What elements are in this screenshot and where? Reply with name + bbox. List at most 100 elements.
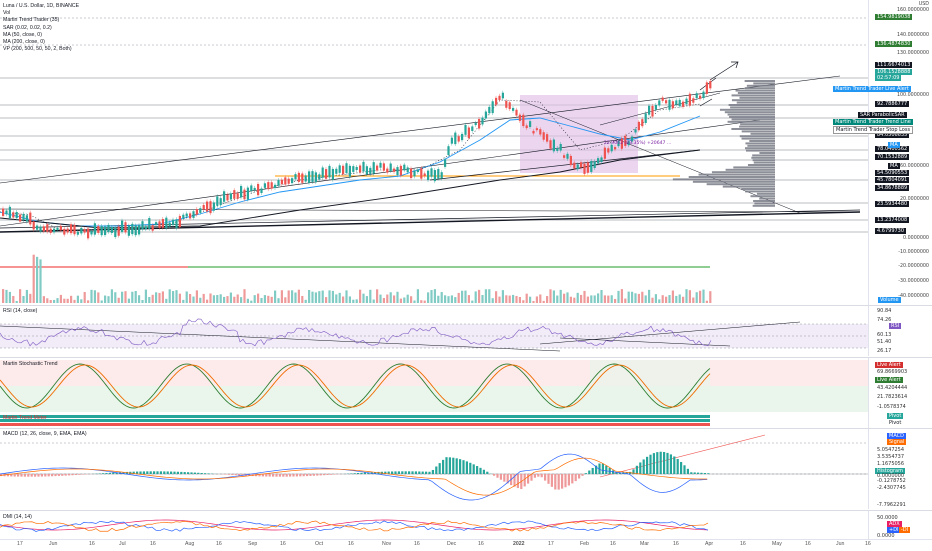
meter-legend[interactable]: Martin Trend Meter [3,415,47,422]
volume-bar [349,296,351,303]
legend-ma200[interactable]: MA (200, close, 0) [3,39,79,46]
histogram-bar [68,474,70,475]
volume-bar [359,290,361,303]
macd-axis[interactable]: MACD Signal 5.0547254 3.5354737 1.167505… [868,429,932,509]
volume-bar [325,297,327,303]
vp-bar [745,142,775,144]
candle-body [308,171,310,183]
legend-martin-trend[interactable]: Martin Trend Trader (35) [3,17,79,24]
rsi-axis[interactable]: 90.84 74.26 RSI 60.13 51.40 26.17 [868,306,932,356]
volume-bar [53,300,55,303]
legend-ma50[interactable]: MA (50, close, 0) [3,32,79,39]
axis-tick: -20.0000000 [898,264,929,269]
volume-bar [220,294,222,303]
histogram-bar [588,471,590,474]
vp-bar [759,198,775,200]
candle-body [342,166,344,175]
symbol-title[interactable]: Luna / U.S. Dollar, 1D, BINANCE [3,3,79,10]
date-label: Sep [248,541,257,547]
histogram-bar [143,471,145,474]
price-label: 23.5934480 [875,201,909,207]
histogram-bar [394,471,396,474]
live-alert-tag[interactable]: Martin Trend Trader Live Alert [833,86,911,92]
dmi-legend[interactable]: DMI (14, 14) [3,514,32,521]
histogram-bar [235,474,237,475]
histogram-bar [61,474,63,476]
volume-bar [396,292,398,303]
histogram-bar [354,473,356,474]
histogram-bar [364,473,366,474]
volume-bar [447,296,449,303]
candle-body [532,131,534,134]
candle-body [26,215,28,221]
candle-body [33,222,35,230]
candle-body [169,223,171,227]
price-label: 154.9819038 [875,14,912,20]
candle-body [339,165,341,172]
volume-tag[interactable]: Volume [878,297,901,303]
candle-body [12,212,14,217]
meter-pane[interactable]: Martin Trend Meter [0,414,868,428]
candle-body [668,100,670,110]
candle-body [189,213,191,218]
candle-body [587,162,589,172]
stoch-axis[interactable]: Live Alert 69.8669903 Live Alert 43.4204… [868,358,932,428]
rsi-legend[interactable]: RSI (14, close) [3,308,37,315]
date-label: 16 [150,541,156,547]
vp-bar [742,130,775,132]
price-axis[interactable]: USD 160.0000000 140.0000000 130.0000000 … [868,0,932,305]
pivot-tag: Pivot [887,420,903,426]
volume-bar [56,298,58,303]
vp-bar [728,114,775,116]
sar-tag[interactable]: SAR ParabolicSAR [858,112,907,118]
volume-bar [26,290,28,303]
histogram-bar [534,474,536,478]
stop-loss-tag[interactable]: Martin Trend Trader Stop Loss [833,126,913,134]
candle-body [665,100,667,103]
price-label: 45.7804091 [875,177,909,183]
volume-bar [641,292,643,303]
price-pane[interactable]: Luna / U.S. Dollar, 1D, BINANCE Vol Mart… [0,0,868,250]
date-label: 16 [865,541,871,547]
mdi-tag: -DI [899,527,910,533]
rsi-pane[interactable]: RSI (14, close) [0,306,868,356]
stoch-pane[interactable]: Martin Stochastic Trend [0,358,868,414]
candle-body [515,110,517,116]
candle-body [675,100,677,104]
candle-body [689,94,691,106]
volume-bar [247,299,249,303]
date-label: 16 [610,541,616,547]
candle-body [420,168,422,178]
candle-body [237,193,239,199]
candle-body [192,211,194,218]
ma-tag[interactable]: MA [888,163,900,169]
legend-sar[interactable]: SAR (0.02, 0.02, 0.2) [3,25,79,32]
histogram-bar [75,474,77,475]
macd-pane[interactable]: MACD (12, 26, close, 9, EMA, EMA) [0,429,868,509]
histogram-bar [503,474,505,482]
legend-vp[interactable]: VP (200, 500, 50, 50, 2, Both) [3,46,79,53]
dmi-axis[interactable]: 50.0000 ADX +DI -DI 0.0000 [868,511,932,539]
candle-body [240,186,242,197]
candle-body [502,93,504,99]
volume-bar [318,291,320,303]
dmi-pane[interactable]: DMI (14, 14) [0,511,868,539]
candle-body [434,170,436,181]
candle-body [155,222,157,225]
macd-legend[interactable]: MACD (12, 26, close, 9, EMA, EMA) [3,431,87,438]
stoch-legend[interactable]: Martin Stochastic Trend [3,361,58,368]
volume-bar [271,297,273,303]
legend-vol[interactable]: Vol [3,10,79,17]
volume-bar [519,297,521,303]
candle-body [481,118,483,125]
histogram-bar [707,473,709,474]
candle-body [53,229,55,233]
histogram-bar [527,474,529,484]
volume-bar [665,297,667,303]
ma-tag[interactable]: MA [888,142,900,148]
trend-line-tag[interactable]: Martin Trend Trader Trend Line [833,119,913,125]
histogram-bar [432,470,434,474]
candle-body [271,182,273,188]
histogram-bar [265,474,267,477]
